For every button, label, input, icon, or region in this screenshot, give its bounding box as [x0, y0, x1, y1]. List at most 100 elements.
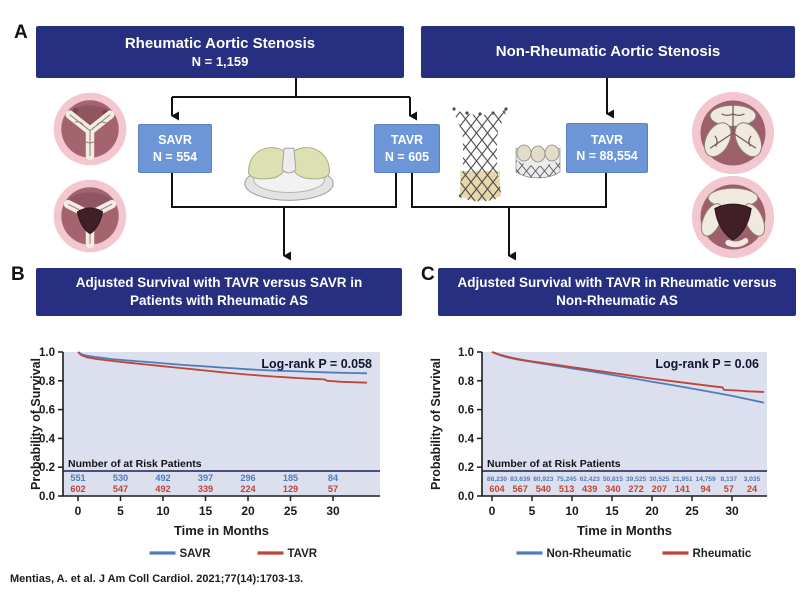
legend-label: SAVR — [180, 548, 212, 560]
nonrheumatic-as-box: Non-Rheumatic Aortic Stenosis — [421, 26, 795, 78]
calcific-valve-closed-illustration — [691, 91, 775, 175]
panel-a-label: A — [14, 22, 28, 43]
x-tick-label: 5 — [529, 504, 536, 518]
at-risk-value: 57 — [328, 484, 338, 494]
savr-box: SAVR N = 554 — [138, 124, 212, 173]
x-tick-label: 25 — [284, 504, 298, 518]
at-risk-value: 24 — [747, 484, 758, 494]
at-risk-value: 397 — [198, 473, 213, 483]
rheumatic-as-title: Rheumatic Aortic Stenosis — [124, 35, 316, 53]
panel-b-label: B — [11, 264, 25, 285]
at-risk-value: 513 — [559, 484, 574, 494]
rheumatic-as-n: N = 1,159 — [191, 53, 249, 69]
tavr-rheumatic-box: TAVR N = 605 — [374, 124, 440, 173]
y-tick-label: 0.8 — [39, 376, 56, 388]
at-risk-value: 88,230 — [487, 476, 508, 483]
at-risk-value: 492 — [155, 473, 170, 483]
at-risk-label: Number of at Risk Patients — [68, 458, 202, 470]
y-tick-label: 0.4 — [39, 433, 56, 445]
survival-chart-b: 0.0 0.2 0.4 0.6 0.8 1.0 0 5 10 15 20 25 30 Number of … — [28, 332, 405, 572]
x-tick-label: 20 — [645, 504, 659, 518]
panel-c-title: Adjusted Survival with TAVR in Rheumatic… — [457, 275, 777, 308]
at-risk-value: 224 — [240, 484, 256, 494]
savr-n: N = 554 — [152, 149, 198, 164]
at-risk-value: 272 — [628, 484, 643, 494]
at-risk-value: 296 — [240, 473, 255, 483]
x-tick-label: 30 — [326, 504, 340, 518]
at-risk-value: 94 — [701, 484, 712, 494]
at-risk-value: 547 — [113, 484, 128, 494]
survival-curve-SAVR — [77, 351, 368, 375]
at-risk-value: 340 — [605, 484, 620, 494]
nonrheumatic-as-title: Non-Rheumatic Aortic Stenosis — [495, 42, 721, 60]
x-tick-label: 25 — [685, 504, 699, 518]
y-tick-label: 0.6 — [39, 405, 55, 417]
calcific-valve-open-illustration — [691, 175, 775, 259]
survival-curve-Rheumatic — [491, 351, 765, 393]
plot-area — [63, 352, 380, 496]
at-risk-value: 551 — [70, 473, 85, 483]
tavr-nonrheumatic-label: TAVR — [590, 132, 624, 147]
at-risk-value: 62,423 — [580, 476, 601, 483]
y-tick-label: 0.4 — [458, 433, 475, 445]
x-tick-label: 0 — [75, 504, 82, 518]
legend-label: TAVR — [288, 548, 318, 560]
at-risk-value: 339 — [198, 484, 213, 494]
tavr-stent-illustration — [452, 107, 508, 202]
x-tick-label: 5 — [117, 504, 124, 518]
rheumatic-valve-open-illustration — [53, 179, 127, 253]
panel-c-title-box: Adjusted Survival with TAVR in Rheumatic… — [438, 268, 796, 316]
rheumatic-split-connector — [172, 77, 410, 98]
at-risk-value: 50,815 — [603, 476, 624, 483]
log-rank-annotation: Log-rank P = 0.06 — [655, 357, 759, 371]
at-risk-value: 21,951 — [672, 476, 693, 483]
at-risk-value: 185 — [283, 473, 298, 483]
at-risk-value: 530 — [113, 473, 128, 483]
tavr-nonrheumatic-box: TAVR N = 88,554 — [566, 123, 648, 173]
at-risk-value: 75,245 — [556, 476, 577, 483]
y-axis-title: Probability of Survival — [429, 358, 443, 490]
x-tick-label: 15 — [199, 504, 213, 518]
rheumatic-valve-closed-illustration — [53, 92, 127, 166]
at-risk-label: Number of at Risk Patients — [487, 458, 621, 470]
y-tick-label: 0.0 — [458, 491, 474, 503]
x-tick-label: 20 — [241, 504, 255, 518]
y-tick-label: 1.0 — [458, 347, 474, 359]
at-risk-value: 439 — [582, 484, 597, 494]
at-risk-value: 14,759 — [696, 476, 717, 483]
tavr-nonrheumatic-n: N = 88,554 — [576, 149, 638, 163]
savr-label: SAVR — [158, 133, 192, 148]
at-risk-value: 540 — [536, 484, 551, 494]
legend-label: Non-Rheumatic — [547, 548, 633, 560]
y-tick-label: 0.2 — [39, 462, 55, 474]
at-risk-value: 83,639 — [510, 476, 531, 483]
at-risk-value: 30,525 — [649, 476, 670, 483]
y-axis-title: Probability of Survival — [29, 358, 43, 490]
citation: Mentias, A. et al. J Am Coll Cardiol. 20… — [10, 573, 304, 585]
at-risk-value: 39,525 — [626, 476, 647, 483]
log-rank-annotation: Log-rank P = 0.058 — [261, 357, 372, 371]
at-risk-value: 129 — [283, 484, 298, 494]
x-tick-label: 15 — [605, 504, 619, 518]
survival-curve-TAVR — [77, 351, 368, 384]
x-axis-title: Time in Months — [174, 523, 269, 538]
x-tick-label: 10 — [565, 504, 579, 518]
at-risk-value: 3,035 — [744, 476, 761, 483]
at-risk-value: 141 — [675, 484, 690, 494]
at-risk-value: 8,137 — [721, 476, 738, 483]
plot-area — [482, 352, 767, 496]
y-tick-label: 0.6 — [458, 405, 474, 417]
surgical-valve-illustration — [244, 147, 334, 201]
survival-chart-c: 0.0 0.2 0.4 0.6 0.8 1.0 0 5 10 15 20 25 30 Number of … — [428, 332, 805, 572]
rheumatic-as-box: Rheumatic Aortic Stenosis N = 1,159 — [36, 26, 404, 78]
x-tick-label: 0 — [489, 504, 496, 518]
y-tick-label: 0.2 — [458, 462, 474, 474]
legend-label: Rheumatic — [693, 548, 752, 560]
at-risk-value: 567 — [513, 484, 528, 494]
axes — [62, 352, 380, 497]
at-risk-value: 207 — [652, 484, 667, 494]
at-risk-value: 84 — [328, 473, 339, 483]
axes — [481, 352, 767, 497]
tavr-valve-illustration — [515, 144, 561, 179]
at-risk-value: 57 — [724, 484, 734, 494]
